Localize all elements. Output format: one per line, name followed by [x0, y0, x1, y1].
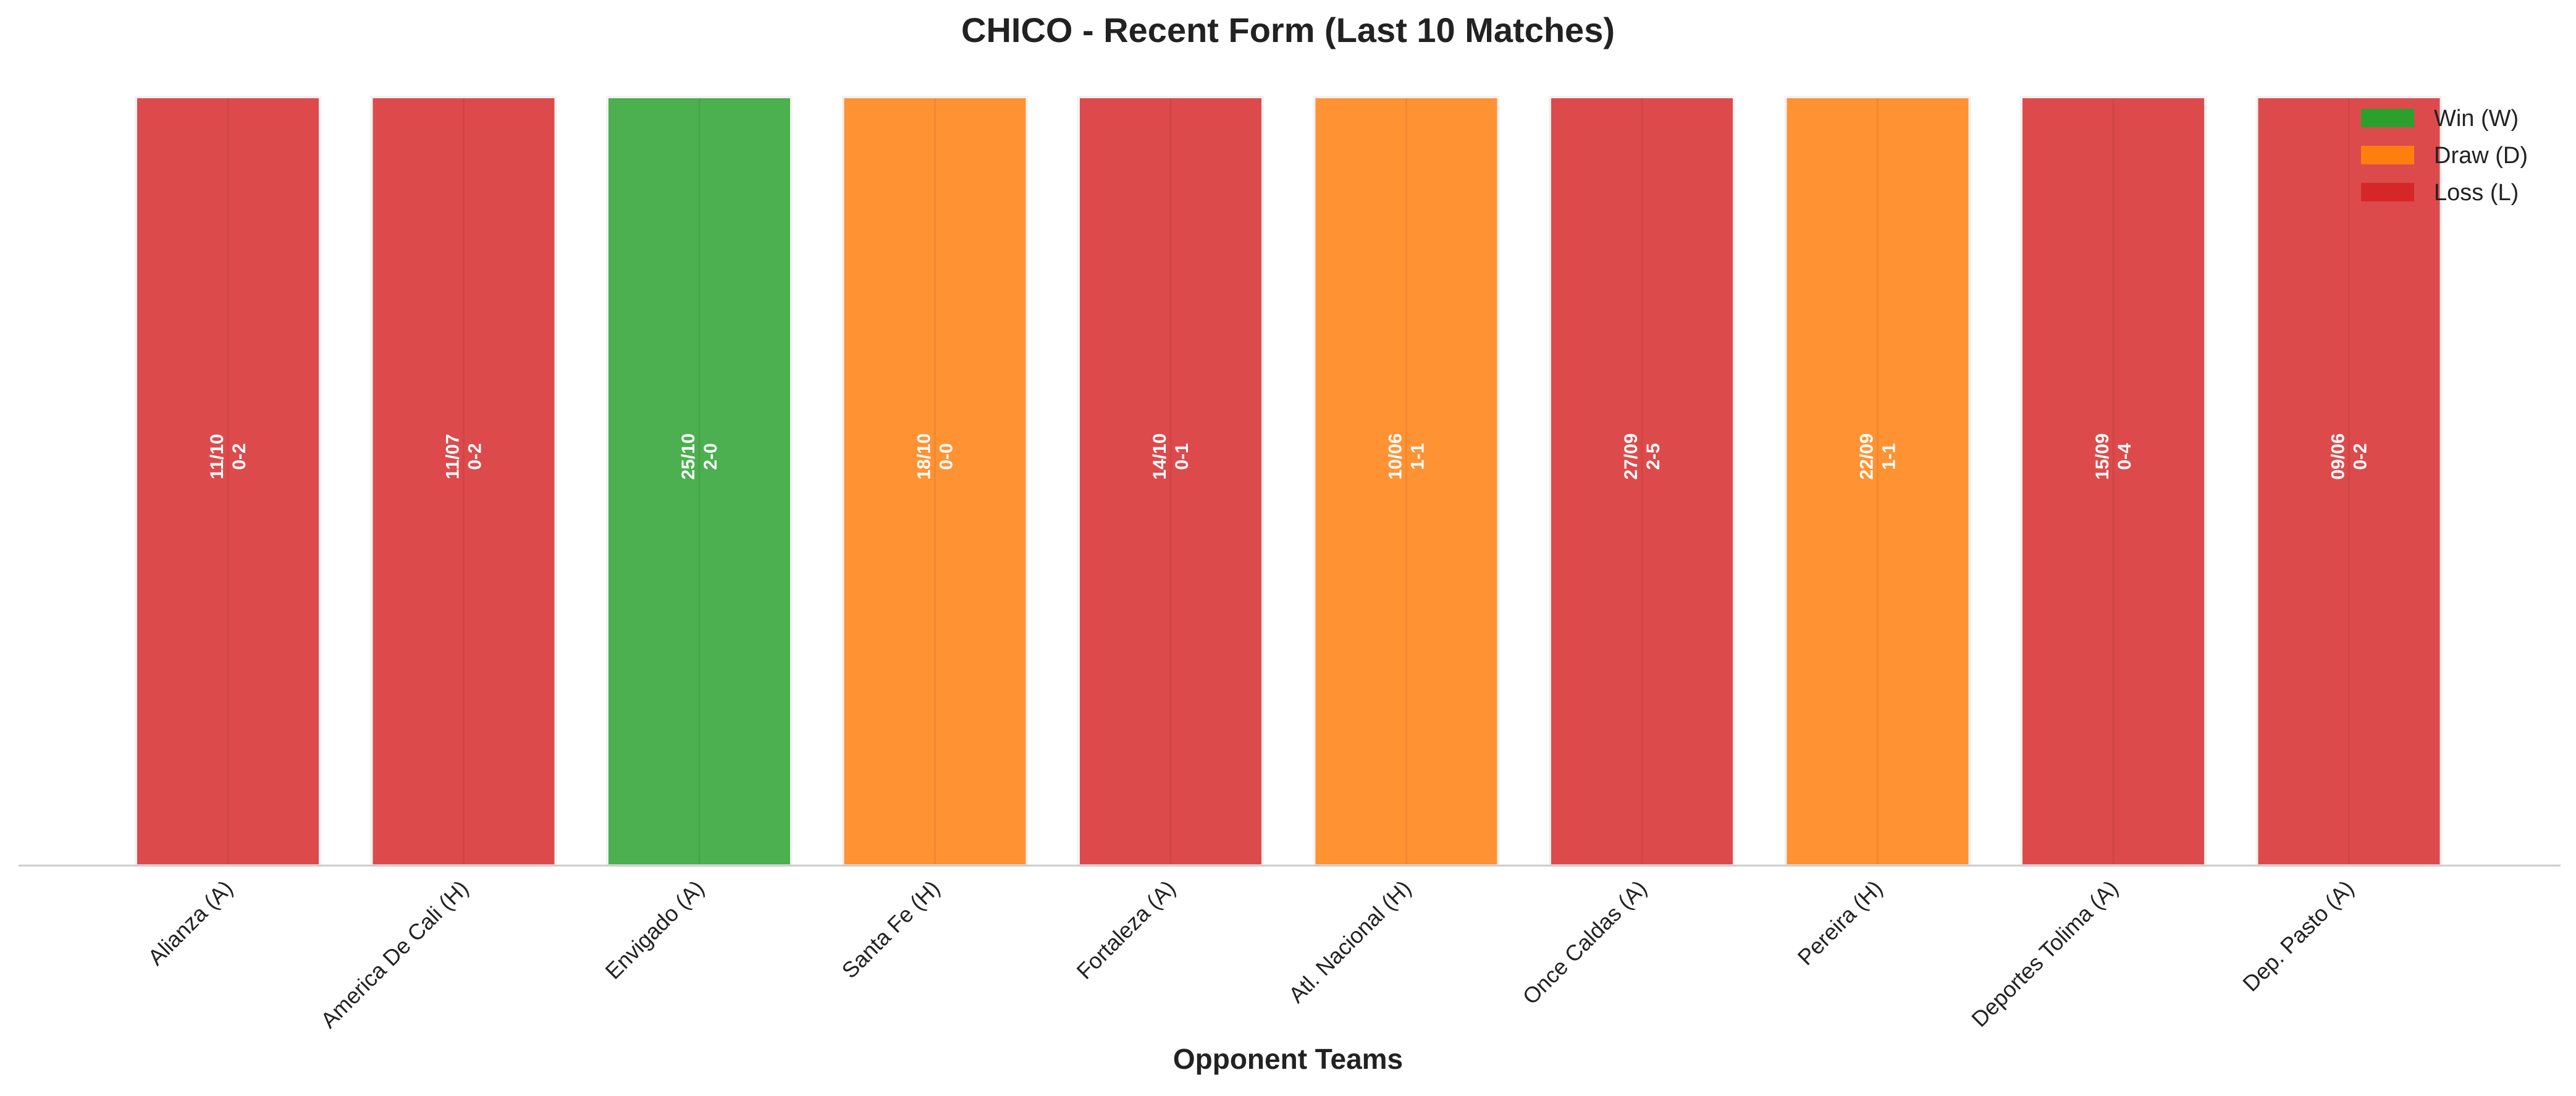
- match-date-label: 09/06: [2328, 433, 2349, 479]
- x-tick-label: Once Caldas (A): [1517, 875, 1651, 1010]
- bar-label-2: 11/07 0-2: [443, 434, 486, 479]
- match-date-label: 15/09: [2092, 433, 2113, 479]
- bar-label-1: 11/10 0-2: [207, 434, 250, 479]
- chart-title: CHICO - Recent Form (Last 10 Matches): [961, 11, 1615, 49]
- x-tick-label: Envigado (A): [600, 875, 709, 984]
- legend-swatch-l: [2361, 183, 2414, 201]
- match-date-label: 27/09: [1621, 433, 1641, 479]
- legend-label-d: Draw (D): [2434, 143, 2528, 169]
- bar-label-10: 09/06 0-2: [2328, 433, 2371, 479]
- legend-label-w: Win (W): [2434, 106, 2519, 132]
- match-date-label: 25/10: [678, 433, 699, 479]
- bar-label-6: 10/06 1-1: [1386, 433, 1428, 479]
- x-tick-label: Atl. Nacional (H): [1284, 875, 1416, 1008]
- match-date-label: 11/07: [443, 434, 463, 479]
- bar-2: [370, 96, 557, 867]
- match-date-label: 14/10: [1150, 433, 1170, 479]
- match-score-label: 0-2: [465, 443, 486, 470]
- x-tick-label: Alianza (A): [143, 875, 237, 970]
- match-score-label: 0-2: [2351, 443, 2371, 470]
- bar-labels-layer: 11/10 0-2 11/07 0-2 25/10 2-0 18/10 0-0 14/10 0-1…: [207, 433, 2371, 479]
- x-tick-label: Dep. Pasto (A): [2237, 875, 2359, 997]
- bar-label-7: 27/09 2-5: [1621, 433, 1664, 479]
- bar-label-3: 25/10 2-0: [678, 433, 721, 479]
- match-score-label: 0-4: [2115, 443, 2135, 470]
- bar-label-4: 18/10 0-0: [914, 433, 957, 479]
- x-tick-label: America De Cali (H): [316, 875, 473, 1033]
- bar-10: [2255, 96, 2443, 867]
- match-date-label: 11/10: [207, 434, 227, 479]
- match-score-label: 2-5: [1643, 443, 1664, 470]
- match-score-label: 0-0: [937, 443, 957, 470]
- match-score-label: 2-0: [701, 443, 721, 470]
- x-tick-labels: Alianza (A) America De Cali (H) Envigado (…: [143, 875, 2359, 1033]
- legend: Win (W) Draw (D) Loss (L): [2361, 106, 2528, 206]
- bar-6: [1313, 96, 1500, 867]
- bar-8: [1784, 96, 1971, 867]
- x-tick-label: Santa Fe (H): [836, 875, 945, 984]
- bar-4: [841, 96, 1029, 867]
- bar-label-5: 14/10 0-1: [1150, 433, 1192, 479]
- x-axis-label: Opponent Teams: [1173, 1043, 1403, 1075]
- match-date-label: 18/10: [914, 433, 935, 479]
- bars-layer: [135, 96, 2443, 867]
- bar-3: [606, 96, 793, 867]
- legend-swatch-d: [2361, 146, 2414, 164]
- match-score-label: 1-1: [1879, 443, 1900, 470]
- match-date-label: 10/06: [1386, 433, 1406, 479]
- legend-swatch-w: [2361, 109, 2414, 127]
- x-tick-label: Pereira (H): [1793, 875, 1887, 970]
- x-tick-label: Deportes Tolima (A): [1966, 875, 2123, 1032]
- bar-7: [1549, 96, 1735, 867]
- match-score-label: 0-2: [229, 443, 250, 470]
- match-date-label: 22/09: [1857, 433, 1877, 479]
- bar-1: [135, 96, 321, 867]
- legend-label-l: Loss (L): [2434, 180, 2519, 206]
- match-score-label: 1-1: [1408, 443, 1428, 470]
- bar-label-9: 15/09 0-4: [2092, 433, 2135, 479]
- bar-label-8: 22/09 1-1: [1857, 433, 1900, 479]
- x-tick-label: Fortaleza (A): [1072, 875, 1181, 984]
- bar-5: [1077, 96, 1264, 867]
- match-score-label: 0-1: [1172, 443, 1192, 470]
